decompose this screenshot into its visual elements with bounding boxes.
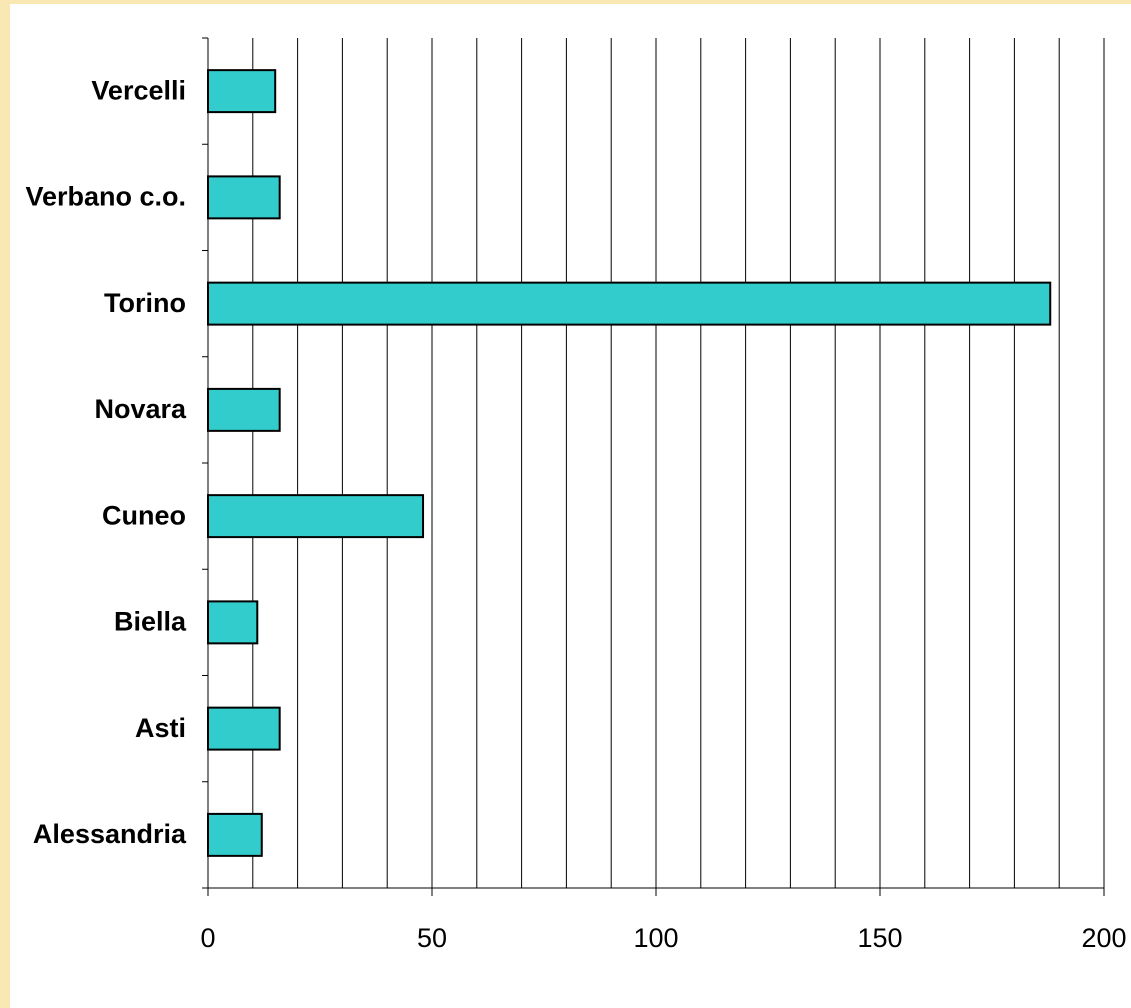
category-label: Verbano c.o. (25, 182, 186, 212)
x-tick-label: 200 (1081, 923, 1126, 953)
category-label: Vercelli (91, 75, 186, 105)
category-label: Asti (135, 713, 186, 743)
category-label: Alessandria (33, 819, 187, 849)
bar-verbano-c-o (207, 175, 281, 220)
x-tick-label: 100 (633, 923, 678, 953)
x-tick-label: 50 (417, 923, 447, 953)
bar-alessandria (207, 812, 263, 857)
category-label: Novara (94, 394, 187, 424)
x-tick-label: 0 (200, 923, 215, 953)
category-label: Biella (114, 607, 187, 637)
category-label: Torino (104, 288, 186, 318)
category-label: Cuneo (102, 500, 186, 530)
category-labels: Alessandria Asti Biella Cuneo Novara Torino Ve… (25, 75, 187, 849)
bars (207, 69, 1052, 857)
bar-novara (207, 387, 281, 432)
grid-lines (252, 38, 1105, 888)
x-tick-label: 150 (857, 923, 902, 953)
x-tick-labels: 0 50 100 150 200 (200, 923, 1126, 953)
bar-torino (207, 281, 1052, 326)
bar-cuneo (207, 494, 425, 539)
bar-vercelli (207, 69, 277, 114)
bar-asti (207, 706, 281, 751)
plot-panel (10, 4, 1131, 1008)
bar-biella (207, 600, 259, 645)
axes (202, 37, 1105, 896)
